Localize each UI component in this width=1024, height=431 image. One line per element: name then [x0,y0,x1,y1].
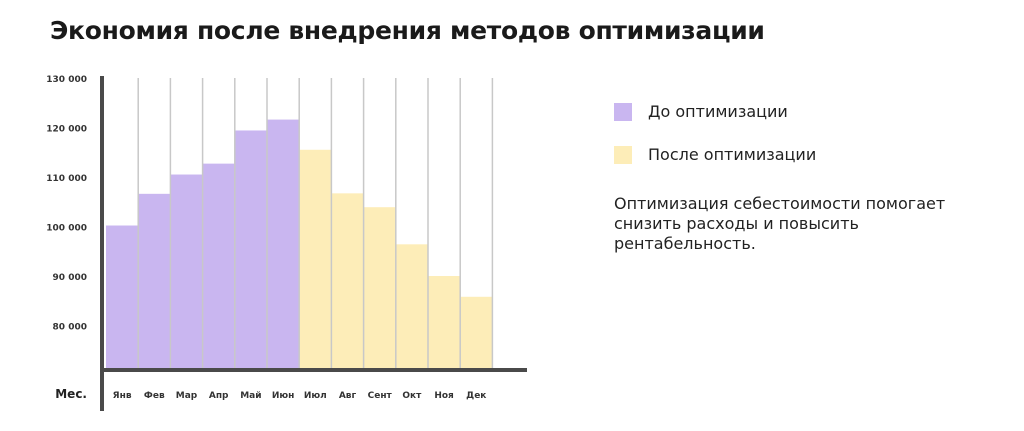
legend-label-before: До оптимизации [648,102,788,121]
x-tick-label: Окт [402,391,422,401]
y-tick-label: 110 000 [46,174,87,184]
x-tick-label: Сент [368,391,393,401]
y-axis-line [100,76,104,411]
x-tick-label: Мар [176,391,198,401]
legend-swatch-after [614,145,632,164]
bar-Апр [202,163,235,371]
bar-Янв [106,225,139,371]
bar-Май [234,130,267,371]
x-tick-label: Янв [113,391,132,401]
y-tick-label: 90 000 [53,273,87,283]
legend-item-after: После оптимизации [614,145,816,164]
x-tick-label: Авг [339,391,357,401]
x-axis-line [100,368,527,372]
x-axis-label: Мес. [55,387,87,401]
chart-title: Экономия после внедрения методов оптимиз… [50,16,765,45]
bar-Мар [170,174,203,371]
x-tick-label: Ноя [434,391,454,401]
bar-Ноя [428,276,461,371]
bar-Окт [395,244,428,371]
legend-item-before: До оптимизации [614,102,788,121]
y-tick-label: 100 000 [46,224,87,234]
x-tick-label: Апр [209,391,229,401]
y-tick-label: 130 000 [46,75,87,85]
y-tick-label: 120 000 [46,125,87,135]
bar-Июл [299,149,332,371]
bar-Дек [460,296,493,371]
x-tick-label: Фев [144,391,165,401]
x-tick-label: Дек [466,391,486,401]
y-tick-label: 80 000 [53,323,87,333]
bar-Фев [138,193,171,371]
bar-chart: 80 000 90 000 100 000 110 000 120 000 130 000… [46,75,527,411]
bar-Июн [267,119,300,371]
x-tick-label: Июн [272,391,295,401]
bar-Авг [331,193,364,371]
legend-swatch-before [614,102,632,121]
x-tick-label: Май [240,391,261,401]
legend-label-after: После оптимизации [648,145,817,164]
bar-Сент [363,207,396,371]
x-tick-label: Июл [304,391,327,401]
chart-description: Оптимизация себестоимости помогает снизи… [614,194,946,253]
